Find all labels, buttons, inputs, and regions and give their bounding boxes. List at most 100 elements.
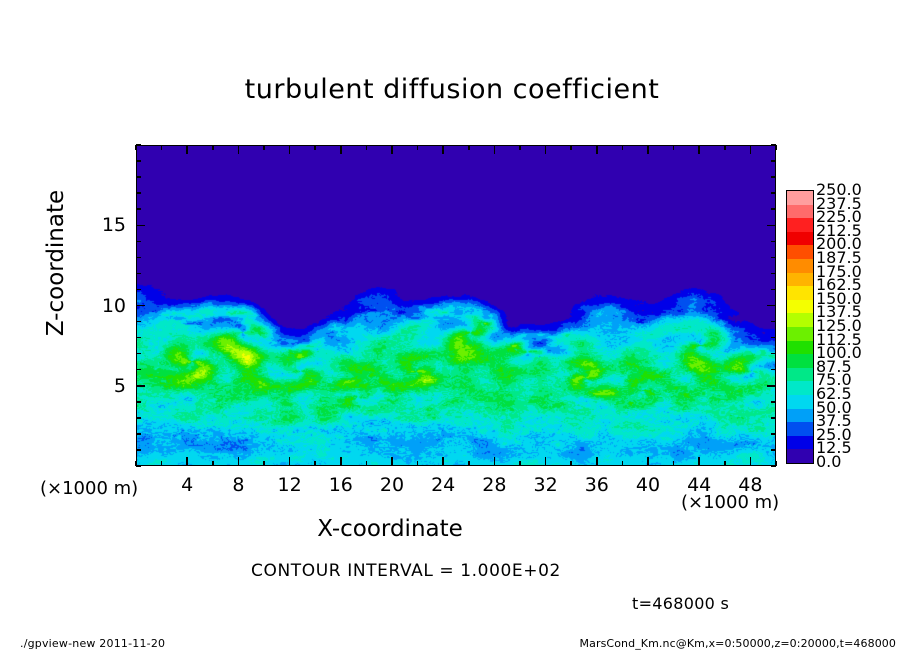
x-axis-tick bbox=[391, 457, 393, 466]
colorbar-band bbox=[787, 191, 813, 205]
x-axis-tick-top bbox=[237, 145, 240, 154]
colorbar-tick-label: 212.5 bbox=[816, 220, 862, 240]
colorbar-band bbox=[787, 245, 813, 259]
x-axis-tick bbox=[416, 461, 419, 466]
colorbar-band bbox=[787, 435, 813, 450]
x-axis-tick-top bbox=[672, 145, 675, 150]
y-axis-tick-right bbox=[771, 144, 776, 146]
x-axis-tick-label: 48 bbox=[738, 474, 763, 496]
x-axis-tick-top bbox=[698, 145, 700, 154]
y-axis-tick-right bbox=[771, 272, 776, 275]
y-axis-title: Z-coordinate bbox=[43, 189, 69, 337]
x-axis-tick bbox=[135, 461, 137, 466]
colorbar-tick-label: 125.0 bbox=[816, 316, 862, 335]
colorbar-tick-label: 187.5 bbox=[816, 248, 862, 267]
colorbar-tick-label: 225.0 bbox=[816, 207, 862, 227]
x-axis-tick-top bbox=[263, 145, 265, 150]
colorbar-tick-labels: 250.0 237.5 225.0 212.5 200.0 187.5 175.0 162.5… bbox=[816, 182, 892, 473]
colorbar-tick-label: 162.5 bbox=[816, 275, 862, 295]
y-axis-tick-right bbox=[771, 465, 776, 467]
colorbar-tick-label: 137.5 bbox=[816, 302, 862, 322]
colorbar-tick-label: 237.5 bbox=[816, 193, 862, 213]
colorbar-tick-label: 112.5 bbox=[816, 329, 862, 349]
x-axis-tick-top bbox=[468, 145, 470, 150]
colorbar-tick-label: 62.5 bbox=[816, 384, 852, 403]
y-axis-tick-label: 10 bbox=[101, 294, 126, 317]
colorbar-tick-label: 200.0 bbox=[816, 234, 862, 254]
x-axis-tick bbox=[698, 457, 700, 466]
colorbar-band bbox=[787, 381, 813, 395]
x-axis-tick bbox=[442, 457, 444, 466]
x-axis-tick-top bbox=[493, 145, 496, 154]
x-axis-tick bbox=[468, 461, 470, 466]
y-axis-tick bbox=[136, 256, 141, 259]
x-axis-tick-top bbox=[749, 145, 752, 154]
x-axis-tick-top bbox=[775, 145, 777, 150]
x-axis-tick bbox=[749, 457, 752, 466]
y-axis-tick-right bbox=[771, 433, 776, 435]
x-axis-tick-top bbox=[596, 145, 598, 154]
x-axis-tick-top bbox=[724, 145, 726, 150]
y-axis-tick-right bbox=[771, 240, 776, 243]
y-axis-tick-right bbox=[771, 208, 776, 210]
colorbar bbox=[786, 190, 814, 464]
colorbar-band bbox=[787, 408, 813, 423]
x-axis-tick bbox=[672, 461, 675, 466]
colorbar-band bbox=[787, 422, 813, 436]
x-axis-tick bbox=[596, 457, 598, 466]
colorbar-band bbox=[787, 218, 813, 232]
y-axis-tick bbox=[136, 352, 141, 355]
colorbar-band bbox=[787, 299, 813, 314]
x-axis-tick bbox=[340, 457, 342, 466]
y-axis-tick bbox=[136, 192, 141, 194]
x-axis-tick-top bbox=[544, 145, 547, 154]
x-axis-tick-top bbox=[288, 145, 291, 154]
colorbar-tick-label: 0.0 bbox=[816, 452, 842, 471]
x-axis-title: X-coordinate bbox=[317, 516, 463, 542]
y-axis-tick bbox=[136, 224, 145, 226]
x-axis-tick-top bbox=[442, 145, 444, 154]
x-axis-tick bbox=[288, 457, 291, 466]
x-axis-tick-top bbox=[314, 145, 316, 150]
x-axis-tick-label: 16 bbox=[328, 474, 353, 496]
x-axis-tick-label: 28 bbox=[482, 474, 507, 496]
colorbar-tick-label: 25.0 bbox=[816, 424, 852, 444]
x-axis-tick-label: 20 bbox=[379, 474, 405, 496]
x-axis-tick-top bbox=[391, 145, 393, 154]
x-axis-tick-label: 12 bbox=[277, 474, 302, 496]
y-axis-tick-right bbox=[771, 449, 776, 451]
colorbar-band bbox=[787, 272, 813, 287]
y-axis-tick-right bbox=[771, 352, 776, 355]
y-axis-tick bbox=[136, 368, 141, 371]
x-axis-tick bbox=[724, 461, 726, 466]
x-axis-tick-top bbox=[570, 145, 572, 150]
colorbar-band bbox=[787, 394, 813, 409]
x-axis-tick bbox=[160, 461, 163, 466]
x-axis-tick-top bbox=[416, 145, 419, 150]
y-axis-tick bbox=[136, 240, 141, 243]
x-axis-tick-label: 32 bbox=[533, 474, 558, 496]
y-axis-tick-right bbox=[767, 304, 776, 307]
x-axis-tick bbox=[314, 461, 316, 466]
y-axis-tick bbox=[136, 336, 141, 339]
x-axis-tick bbox=[544, 457, 547, 466]
colorbar-band bbox=[787, 354, 813, 368]
y-axis-tick bbox=[136, 320, 141, 323]
x-axis-tick-top bbox=[621, 145, 624, 150]
colorbar-tick-label: 50.0 bbox=[816, 397, 852, 417]
y-axis-tick-right bbox=[771, 192, 776, 194]
x-axis-tick-top bbox=[340, 145, 342, 154]
y-axis-tick bbox=[136, 176, 141, 178]
y-axis-tick-right bbox=[771, 417, 776, 419]
time-label: t=468000 s bbox=[632, 594, 730, 613]
x-axis-tick bbox=[570, 461, 572, 466]
x-axis-tick bbox=[263, 461, 265, 466]
y-axis-tick bbox=[136, 465, 141, 467]
colorbar-band bbox=[787, 286, 813, 300]
y-axis-tick-right bbox=[767, 224, 776, 226]
y-axis-tick bbox=[136, 449, 141, 451]
y-axis-tick-right bbox=[771, 401, 776, 403]
colorbar-tick-label: 100.0 bbox=[816, 343, 862, 363]
x-axis-tick-top bbox=[135, 145, 137, 150]
y-axis-tick-label: 5 bbox=[113, 374, 126, 397]
